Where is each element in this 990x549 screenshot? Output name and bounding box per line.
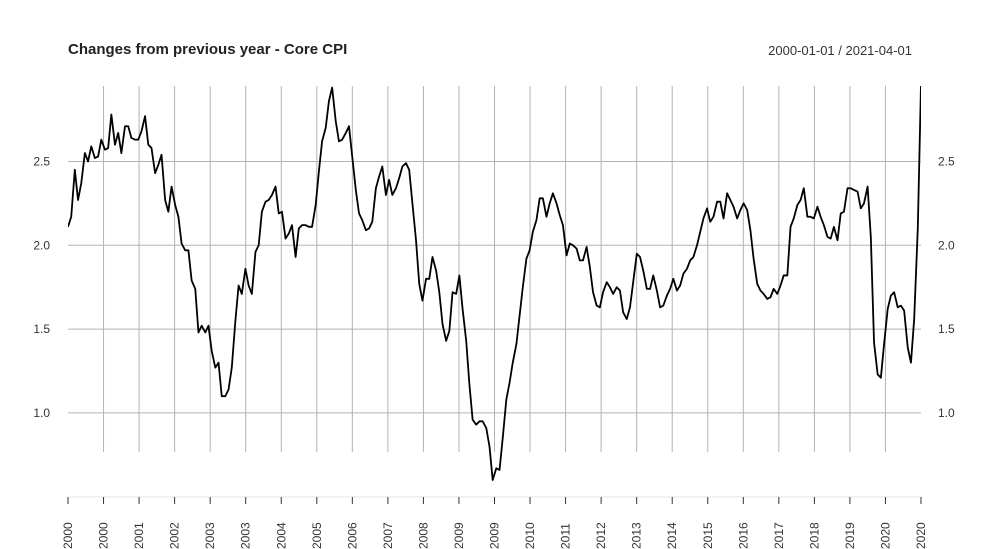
x-tick-label: 2003 <box>203 522 217 549</box>
x-tick-label: 2017 <box>772 522 786 549</box>
x-tick-label: 2018 <box>807 522 821 549</box>
x-tick-label: 2005 <box>310 522 324 549</box>
x-tick-label: 2008 <box>416 522 430 549</box>
x-tick-label: 2013 <box>630 522 644 549</box>
x-tick-label: 2009 <box>452 522 466 549</box>
x-tick-label: 2002 <box>168 522 182 549</box>
y-tick-label-right: 2.5 <box>938 154 955 168</box>
chart-title: Changes from previous year - Core CPI <box>68 41 348 58</box>
series-line-core-cpi <box>68 86 921 481</box>
x-tick-label: 2010 <box>523 522 537 549</box>
x-tick-label: 2004 <box>274 522 288 549</box>
grid-lines <box>68 86 921 452</box>
y-axis-right: 1.0 1.5 2.0 2.5 <box>938 154 955 419</box>
date-range-label: 2000-01-01 / 2021-04-01 <box>768 43 912 58</box>
x-axis: 2000 2000 2001 2002 2003 2003 2004 2005 2006 2007… <box>61 496 928 549</box>
x-tick-label: 2007 <box>381 522 395 549</box>
y-axis-left: 1.0 1.5 2.0 2.5 <box>33 154 50 419</box>
y-tick-label-left: 1.5 <box>33 322 50 336</box>
y-tick-label-right: 1.0 <box>938 406 955 420</box>
x-tick-label: 2014 <box>665 522 679 549</box>
x-tick-label: 2000 <box>97 522 111 549</box>
x-tick-label: 2012 <box>594 522 608 549</box>
x-tick-label: 2020 <box>914 522 928 549</box>
x-tick-label: 2006 <box>345 522 359 549</box>
y-tick-label-left: 2.0 <box>33 238 50 252</box>
x-tick-label: 2016 <box>736 522 750 549</box>
x-tick-label: 2003 <box>239 522 253 549</box>
x-tick-label: 2015 <box>701 522 715 549</box>
series-layer <box>68 86 921 481</box>
x-tick-label: 2020 <box>878 522 892 549</box>
y-tick-label-left: 1.0 <box>33 406 50 420</box>
y-tick-label-right: 2.0 <box>938 238 955 252</box>
x-tick-label: 2019 <box>843 522 857 549</box>
y-tick-label-left: 2.5 <box>33 154 50 168</box>
x-tick-label: 2000 <box>61 522 75 549</box>
x-tick-label: 2001 <box>132 522 146 549</box>
y-tick-label-right: 1.5 <box>938 322 955 336</box>
x-tick-label: 2011 <box>559 523 573 549</box>
x-tick-label: 2009 <box>488 522 502 549</box>
